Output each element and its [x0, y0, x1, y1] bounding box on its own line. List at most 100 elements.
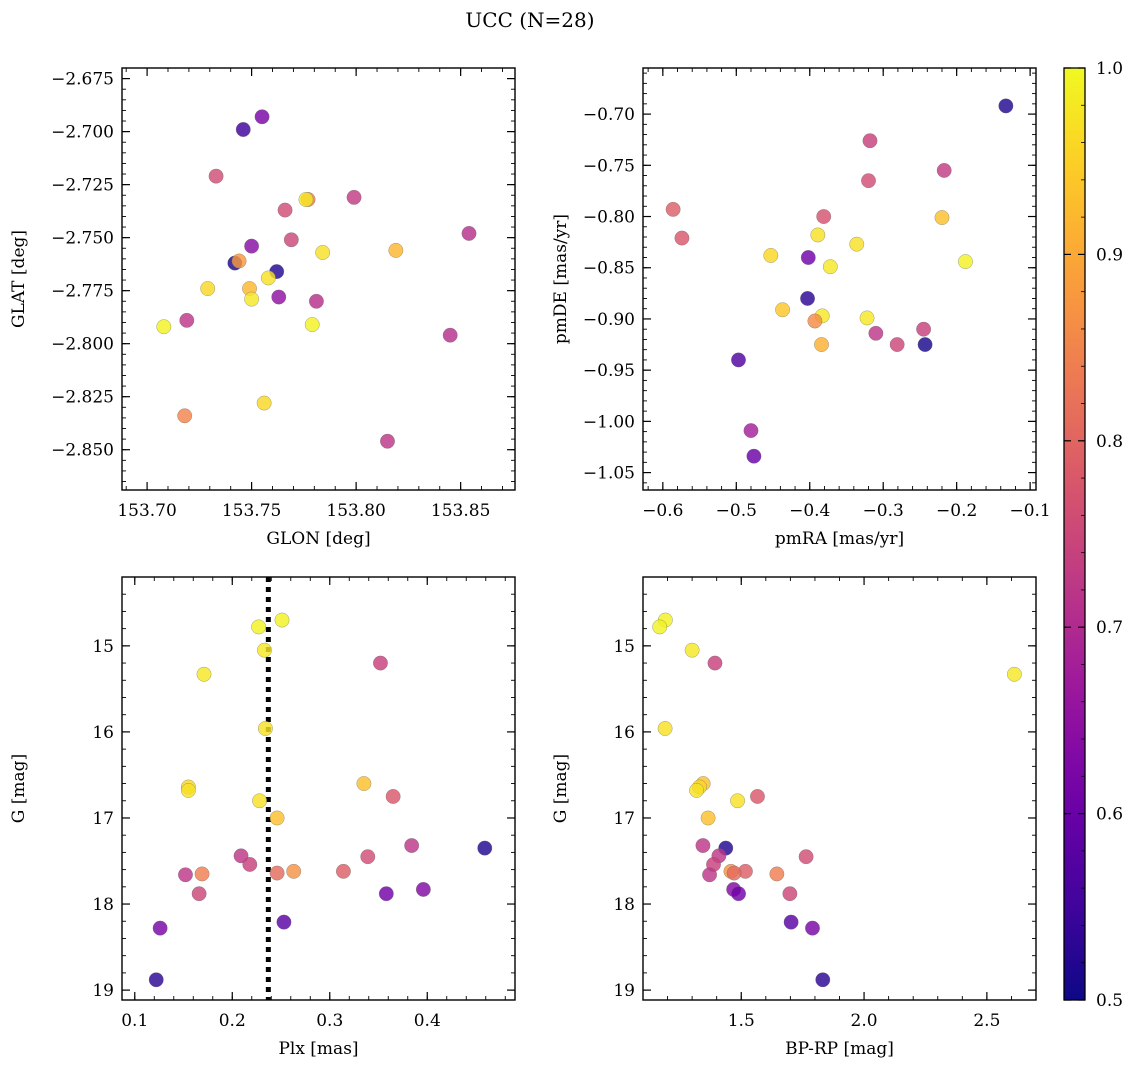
data-point	[276, 914, 292, 930]
axes-frame	[121, 67, 516, 491]
data-point	[775, 302, 791, 318]
x-tick-label: −0.3	[863, 501, 904, 521]
data-point	[810, 227, 826, 243]
data-point	[242, 857, 258, 872]
data-point	[244, 238, 260, 254]
data-point	[862, 133, 878, 149]
x-axis-label: BP-RP [mag]	[785, 1039, 894, 1059]
y-tick-label: 17	[613, 809, 635, 829]
data-point	[695, 838, 711, 853]
y-axis-label: pmDE [mas/yr]	[551, 214, 571, 344]
colorbar-tick-label: 0.7	[1096, 618, 1123, 638]
data-point	[298, 192, 314, 207]
data-point	[231, 253, 247, 269]
data-point	[998, 98, 1014, 114]
y-tick-label: −2.825	[51, 388, 114, 408]
y-tick-label: −2.800	[51, 335, 114, 355]
x-tick-label: 153.80	[326, 501, 385, 521]
panel-2: −0.6 −0.5 −0.4 −0.3 −0.2 −0.1 −0.70 −0.75 −0.80 −…	[551, 67, 1051, 549]
data-point	[385, 789, 401, 804]
y-tick-label: 18	[613, 895, 635, 915]
data-point	[689, 782, 704, 798]
y-tick-label: 18	[92, 895, 114, 915]
scatter-panels: 153.70 153.75 153.80 153.85 −2.675 −2.700 −2.7…	[9, 67, 1051, 1059]
data-point	[917, 337, 933, 353]
data-point	[822, 259, 838, 275]
data-point	[152, 920, 168, 936]
data-point	[731, 886, 746, 902]
data-point	[274, 612, 290, 628]
y-tick-label: −2.700	[51, 123, 114, 143]
x-tick-label: 0.2	[219, 1011, 246, 1031]
x-tick-label: 0.1	[121, 1011, 148, 1031]
data-point	[849, 236, 865, 252]
y-axis-label: G [mag]	[9, 754, 29, 823]
data-point	[360, 849, 376, 865]
data-point	[726, 865, 742, 881]
data-point	[684, 642, 700, 658]
x-tick-label: 153.75	[222, 501, 281, 521]
data-point	[743, 423, 759, 439]
colorbar-tick-label: 1.0	[1096, 59, 1123, 79]
axes-frame	[642, 576, 1037, 1001]
x-tick-label: −0.5	[716, 501, 757, 521]
data-point	[256, 642, 272, 658]
figure-title: UCC (N=28)	[465, 8, 594, 32]
x-tick-label: 2.5	[973, 1011, 1000, 1031]
data-point	[388, 242, 404, 258]
data-point	[934, 210, 950, 225]
data-point	[815, 972, 831, 988]
y-tick-label: 16	[613, 723, 635, 743]
y-tick-label: 15	[613, 637, 635, 657]
data-point	[936, 162, 952, 178]
points	[665, 98, 1014, 464]
data-point	[271, 289, 287, 305]
data-point	[148, 972, 164, 988]
data-point	[868, 325, 884, 341]
data-point	[180, 782, 196, 798]
data-point	[208, 168, 224, 184]
data-point	[477, 840, 493, 856]
data-point	[805, 920, 820, 936]
data-point	[816, 209, 832, 224]
x-tick-label: −0.1	[1009, 501, 1050, 521]
x-tick-label: 153.85	[431, 501, 490, 521]
colorbar-tick-label: 0.5	[1096, 991, 1123, 1011]
data-point	[889, 337, 905, 353]
data-point	[859, 310, 875, 326]
data-point	[335, 863, 351, 879]
data-point	[177, 408, 193, 424]
data-point	[763, 247, 779, 263]
data-point	[308, 293, 324, 309]
x-tick-label: −0.6	[642, 501, 683, 521]
data-point	[254, 109, 270, 125]
data-point	[782, 886, 798, 902]
data-point	[750, 789, 765, 804]
y-tick-label: 19	[613, 981, 635, 1001]
x-tick-label: −0.4	[789, 501, 830, 521]
y-tick-label: −2.850	[51, 441, 114, 461]
y-tick-label: −1.05	[583, 464, 635, 484]
x-tick-label: 0.4	[414, 1011, 441, 1031]
data-point	[442, 327, 458, 343]
data-point	[251, 619, 267, 635]
y-tick-label: −2.775	[51, 282, 114, 302]
data-point	[404, 838, 420, 853]
data-point	[700, 810, 716, 826]
y-tick-label: 19	[92, 981, 114, 1001]
colorbar-tick-label: 0.9	[1096, 245, 1123, 265]
y-axis-label: G [mag]	[551, 754, 571, 823]
data-point	[304, 317, 320, 333]
data-point	[916, 321, 932, 337]
data-point	[277, 202, 293, 218]
data-point	[235, 122, 251, 137]
y-tick-label: −0.95	[583, 361, 635, 381]
colorbar-tick-label: 0.8	[1096, 432, 1123, 452]
x-tick-label: 0.3	[316, 1011, 343, 1031]
data-point	[415, 881, 431, 897]
data-point	[283, 232, 299, 248]
y-tick-label: −0.85	[583, 259, 635, 279]
colorbar-tick-label: 0.6	[1096, 805, 1123, 825]
colorbar: 0.5 0.6 0.7 0.8 0.9 1.0	[1063, 59, 1123, 1011]
